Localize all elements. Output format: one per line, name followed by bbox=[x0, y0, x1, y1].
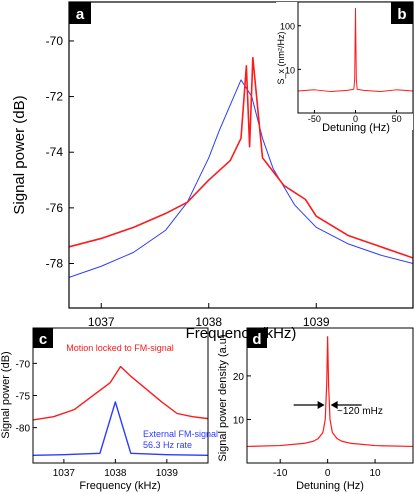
panel-a-plot-area bbox=[69, 56, 413, 278]
panel-c-annotation-locked: Motion locked to FM-signal bbox=[66, 343, 174, 353]
panel-c-plot-area bbox=[33, 365, 208, 456]
arrow-left-head bbox=[317, 401, 325, 409]
panel-d-y-tick-label: 10 bbox=[233, 415, 245, 426]
panel-d: -10 0 10 10 20 d ~120 mHz Signal power densi… bbox=[217, 327, 414, 492]
panel-b-x-tick-label: -50 bbox=[308, 114, 321, 124]
panel-d-x-tick-label: 10 bbox=[369, 468, 381, 479]
panel-c-x-label: Frequency (kHz) bbox=[79, 480, 160, 492]
panel-d-letter-box bbox=[247, 328, 267, 348]
panel-a-ticks: 1037 1038 1039 -70 -72 -74 -76 -78 bbox=[46, 34, 330, 329]
panel-c-letter-box bbox=[33, 328, 53, 348]
panel-a-x-tick-label: 1038 bbox=[195, 315, 222, 329]
panel-d-x-tick-label: -10 bbox=[273, 468, 288, 479]
panel-a-letter: a bbox=[76, 6, 85, 23]
panel-a-series-2-line bbox=[69, 56, 413, 259]
panel-c-annotation-rate: 56.3 Hz rate bbox=[143, 440, 192, 450]
panel-d-annotation-width: ~120 mHz bbox=[337, 406, 383, 417]
arrow-right-head bbox=[330, 401, 338, 409]
panel-a-y-tick-label: -74 bbox=[46, 145, 64, 159]
panel-b-y-label: S_x (nm²/Hz) bbox=[276, 31, 286, 84]
panel-c: 1037 1038 1039 -70 -75 -80 c Motion locked to… bbox=[0, 327, 218, 492]
panel-b-y-tick-label: 100 bbox=[280, 22, 295, 32]
panel-d-y-tick-label: 20 bbox=[233, 372, 245, 383]
panel-c-letter: c bbox=[39, 331, 47, 348]
panel-c-x-tick-label: 1039 bbox=[156, 468, 179, 479]
panel-d-frame bbox=[246, 327, 414, 464]
panel-d-letter: d bbox=[252, 331, 261, 348]
panel-b-ticks: -50 0 50 10 100 bbox=[280, 22, 402, 124]
panel-c-y-tick-label: -75 bbox=[16, 392, 31, 403]
panel-d-width-arrows bbox=[293, 401, 362, 409]
panel-c-y-label: Signal power (dB) bbox=[0, 351, 12, 438]
panel-a-y-tick-label: -78 bbox=[46, 256, 64, 270]
panel-b-x-tick-label: 50 bbox=[392, 114, 402, 124]
panel-a-series-1-line bbox=[69, 79, 413, 278]
panel-b-letter: b bbox=[397, 6, 406, 23]
panel-a: 1037 1038 1039 -70 -72 -74 -76 -78 a Signal pow… bbox=[11, 1, 414, 342]
panel-a-y-tick-label: -72 bbox=[46, 90, 64, 104]
panel-d-ticks: -10 0 10 10 20 bbox=[233, 372, 381, 479]
panel-a-x-tick-label: 1037 bbox=[88, 315, 115, 329]
panel-c-series-2-line bbox=[33, 401, 208, 456]
panel-b-inset: -50 0 50 10 100 b S_x (nm²/Hz) Detuning (Hz) bbox=[276, 1, 414, 134]
panel-a-y-label: Signal power (dB) bbox=[11, 95, 28, 214]
panel-a-x-tick-label: 1039 bbox=[303, 315, 330, 329]
panel-a-x-label: Frequency (kHz) bbox=[186, 325, 297, 342]
panel-d-x-label: Detuning (Hz) bbox=[296, 480, 364, 492]
panel-b-letter-box bbox=[391, 2, 413, 24]
panel-a-letter-box bbox=[69, 2, 91, 24]
panel-c-y-tick-label: -70 bbox=[16, 359, 31, 370]
panel-b-x-label: Detuning (Hz) bbox=[322, 122, 390, 134]
panel-a-y-tick-label: -76 bbox=[46, 201, 64, 215]
panel-c-ticks: 1037 1038 1039 -70 -75 -80 bbox=[16, 359, 179, 479]
panel-b-background bbox=[276, 2, 413, 130]
panel-d-x-tick-label: 0 bbox=[325, 468, 331, 479]
panel-b-x-tick-label: 0 bbox=[353, 114, 358, 124]
panel-c-series-1-line bbox=[33, 365, 208, 421]
panel-d-plot-area bbox=[247, 336, 413, 448]
panel-c-x-tick-label: 1038 bbox=[104, 468, 127, 479]
panel-b-plot-area bbox=[298, 7, 413, 93]
panel-c-y-tick-label: -80 bbox=[16, 424, 31, 435]
panel-d-y-label: Signal power density (a.u) bbox=[217, 334, 229, 461]
panel-b-y-tick-label: 10 bbox=[285, 65, 295, 75]
panel-b-series-1-line bbox=[298, 7, 413, 93]
panel-a-y-tick-label: -70 bbox=[46, 34, 64, 48]
panel-c-annotation-fm: External FM-signal bbox=[143, 429, 218, 439]
panel-d-series-1-line bbox=[247, 336, 413, 448]
panel-c-x-tick-label: 1037 bbox=[53, 468, 76, 479]
panel-a-frame bbox=[68, 1, 414, 309]
